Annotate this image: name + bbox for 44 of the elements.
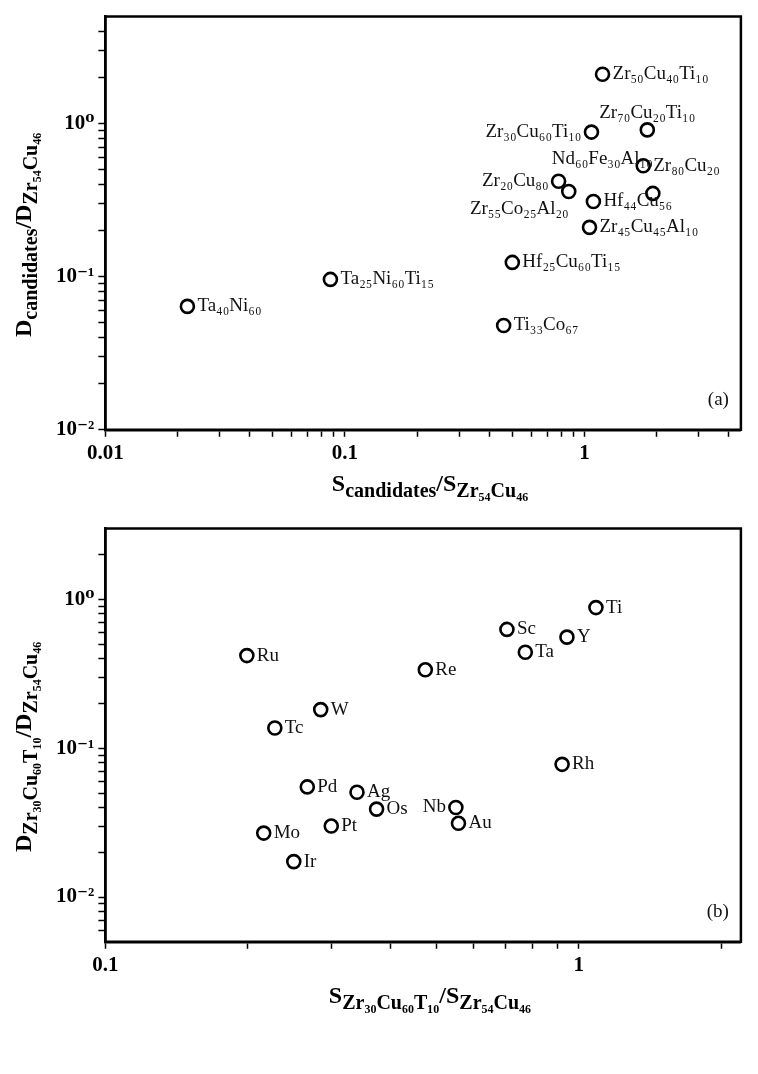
x-tick-label: 1	[573, 951, 585, 976]
annotation: Ti₃₃Co₆₇	[513, 313, 579, 335]
annotation: Zr₄₅Cu₄₅Al₁₀	[599, 215, 699, 237]
annotation: Hf₂₅Cu₆₀Ti₁₅	[522, 250, 621, 272]
annotation: Nd₆₀Fe₃₀Al₁₀	[551, 147, 653, 169]
x-tick-label: 0.1	[331, 439, 359, 464]
annotation: Sc	[516, 617, 536, 639]
x-tick-label: 1	[579, 439, 590, 464]
y-tick-label: 10⁻¹	[55, 734, 95, 759]
annotation: Ta₂₅Ni₆₀Ti₁₅	[340, 267, 435, 289]
annotation: Pd	[317, 774, 338, 796]
annotation: (a)	[707, 387, 729, 410]
y-tick-label: 10⁻²	[55, 883, 95, 908]
annotation: Nb	[422, 795, 446, 817]
annotation: Y	[576, 624, 591, 646]
y-tick-label: 10⁰	[64, 110, 95, 135]
x-axis-title: S$_{Zr₃₀Cu₆₀T₁₀}$/S$_{Zr₅₄Cu₄₆}$	[327, 981, 533, 1014]
x-axis-title: S$_{candidates}$/S$_{Zr₅₄Cu₄₆}$	[330, 470, 530, 502]
x-tick-label: 0.01	[87, 439, 124, 464]
annotation: Zr₃₀Cu₆₀Ti₁₀	[485, 120, 582, 142]
annotation: Mo	[273, 820, 301, 842]
annotation: Ta	[535, 640, 555, 662]
annotation: Ag	[366, 780, 391, 802]
annotation: Hf₄₄Cu₅₆	[603, 189, 673, 211]
annotation: Zr₅₅Co₂₅Al₂₀	[469, 196, 569, 218]
annotation: Au	[468, 811, 493, 833]
y-tick-label: 10⁻¹	[55, 263, 95, 288]
y-tick-label: 10⁰	[64, 585, 95, 610]
annotation: Zr₇₀Cu₂₀Ti₁₀	[599, 100, 696, 122]
annotation: Zr₂₀Cu₈₀	[481, 169, 549, 191]
annotation: Re	[435, 657, 457, 679]
annotation: Ru	[256, 643, 280, 665]
annotation: Ta₄₀Ni₆₀	[197, 294, 262, 316]
annotation: Ir	[303, 849, 318, 871]
annotation: Rh	[572, 752, 595, 774]
annotation: Zr₅₀Cu₄₀Ti₁₀	[612, 62, 709, 84]
annotation: (b)	[706, 899, 729, 922]
y-tick-label: 10⁻²	[55, 416, 95, 441]
annotation: Tc	[284, 715, 304, 737]
x-tick-label: 0.1	[92, 951, 119, 976]
annotation: W	[330, 697, 349, 719]
annotation: Pt	[341, 813, 358, 835]
annotation: Ti	[605, 595, 623, 617]
annotation: Zr₈₀Cu₂₀	[653, 153, 720, 175]
